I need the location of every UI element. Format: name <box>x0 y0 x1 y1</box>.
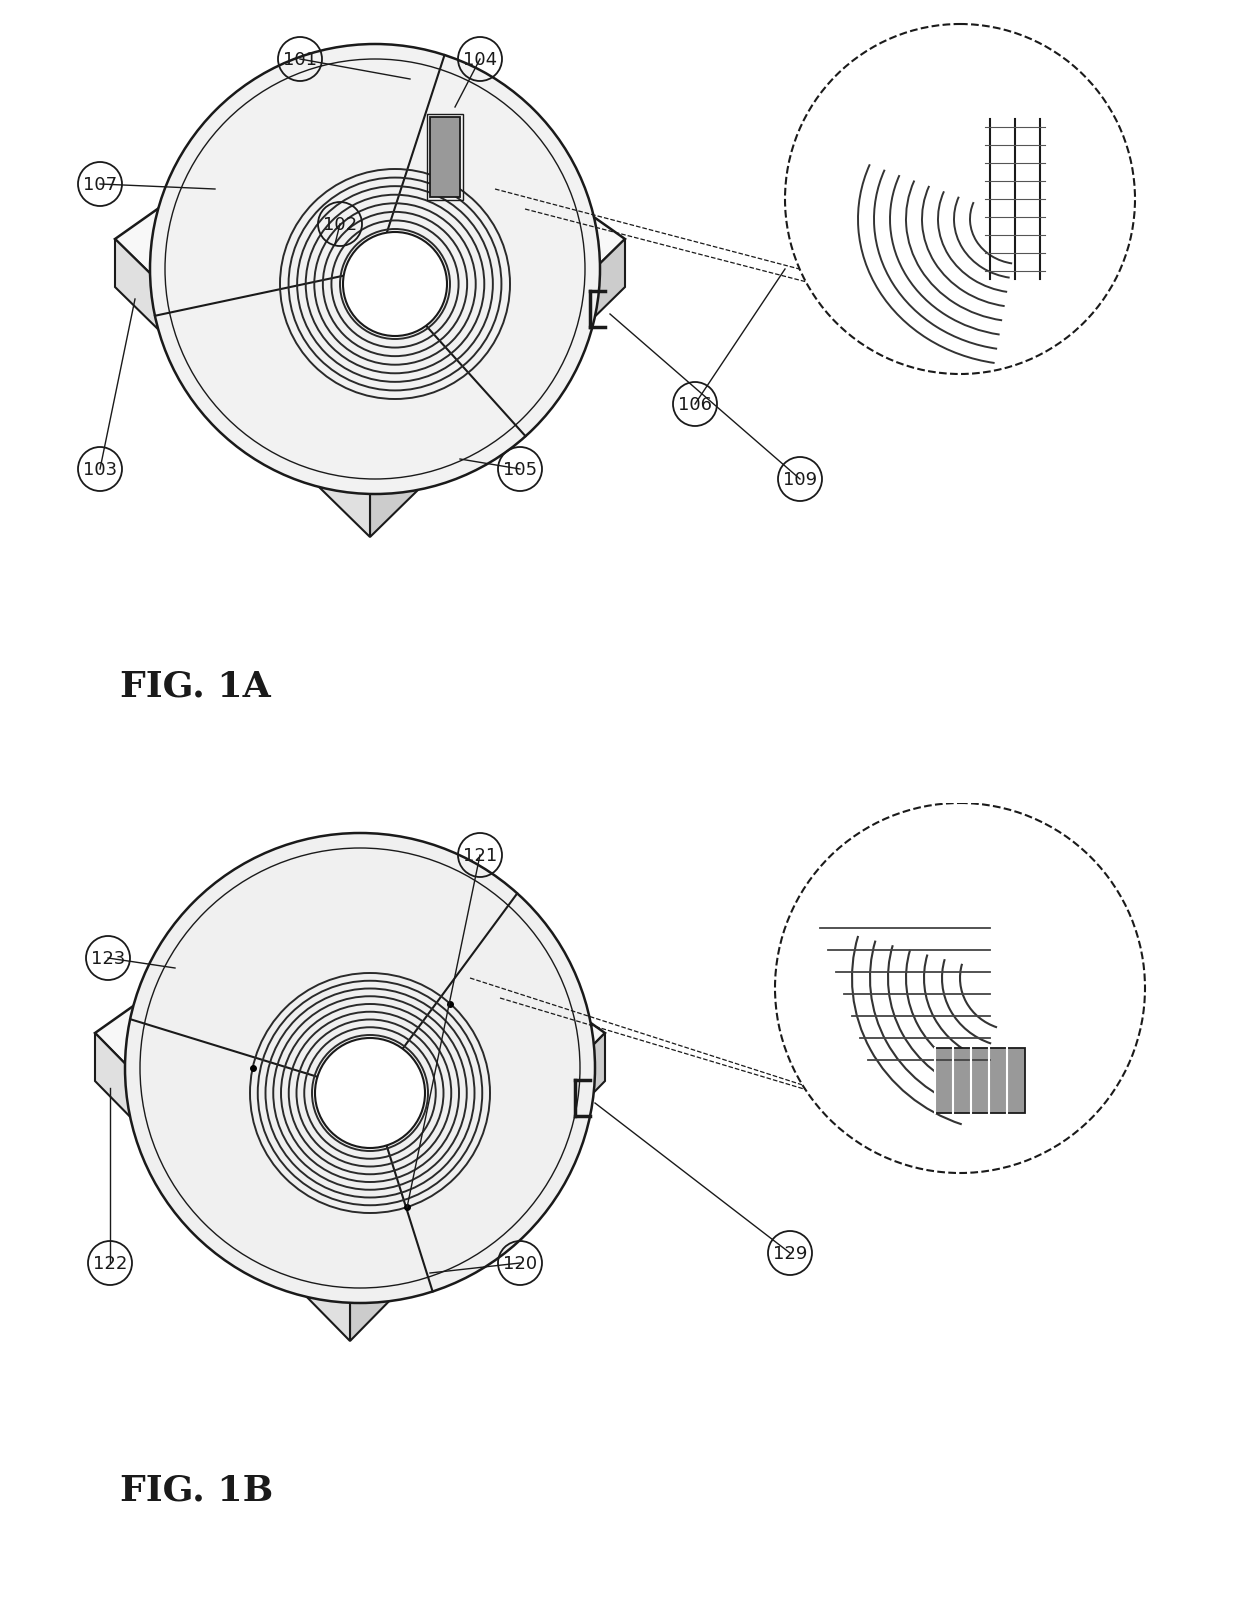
Polygon shape <box>115 59 625 490</box>
Text: 121: 121 <box>463 847 497 865</box>
Text: 109: 109 <box>782 471 817 489</box>
Text: 104: 104 <box>463 51 497 69</box>
Text: 103: 103 <box>83 461 117 479</box>
Polygon shape <box>350 1033 605 1342</box>
Polygon shape <box>95 853 605 1294</box>
Text: 123: 123 <box>91 950 125 967</box>
Text: 122: 122 <box>93 1253 128 1273</box>
Polygon shape <box>370 239 625 538</box>
Text: 120: 120 <box>503 1253 537 1273</box>
Bar <box>935 1048 1025 1114</box>
Text: 105: 105 <box>503 461 537 479</box>
Text: 106: 106 <box>678 395 712 413</box>
Text: 102: 102 <box>322 215 357 235</box>
Text: 129: 129 <box>773 1244 807 1261</box>
Circle shape <box>150 45 600 495</box>
Circle shape <box>785 26 1135 374</box>
Polygon shape <box>115 239 370 538</box>
Text: FIG. 1B: FIG. 1B <box>120 1474 273 1507</box>
Bar <box>430 117 460 198</box>
Circle shape <box>775 804 1145 1173</box>
Polygon shape <box>95 1033 350 1342</box>
Text: FIG. 1A: FIG. 1A <box>120 670 270 704</box>
Circle shape <box>125 834 595 1303</box>
Circle shape <box>343 233 446 337</box>
Text: 101: 101 <box>283 51 317 69</box>
Bar <box>427 116 463 201</box>
Circle shape <box>315 1038 425 1149</box>
Text: 107: 107 <box>83 175 117 194</box>
